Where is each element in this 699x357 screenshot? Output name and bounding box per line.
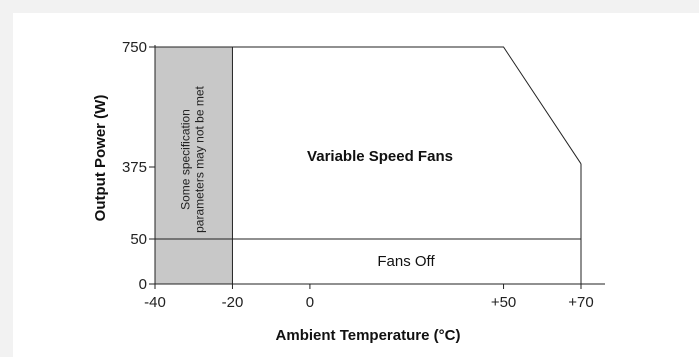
x-axis-title: Ambient Temperature (°C)	[276, 327, 461, 344]
chart-card: Some specification parameters may not be…	[13, 13, 699, 357]
fans-off-label: Fans Off	[377, 253, 435, 270]
shaded-region-label-line2: parameters may not be met	[193, 85, 207, 232]
x-tick-label: 0	[306, 294, 314, 311]
x-tick-label: -40	[144, 294, 166, 311]
variable-speed-fans-label: Variable Speed Fans	[307, 148, 453, 165]
derating-chart: Some specification parameters may not be…	[92, 39, 605, 344]
shaded-region	[155, 47, 233, 284]
shaded-region-label-line1: Some specification	[179, 109, 193, 210]
x-tick-label: -20	[222, 294, 244, 311]
x-tick-label: +50	[491, 294, 516, 311]
x-tick-label: +70	[568, 294, 593, 311]
y-tick-label: 375	[122, 159, 147, 176]
y-tick-label: 0	[139, 276, 147, 293]
y-axis-title: Output Power (W)	[92, 95, 109, 222]
derating-curve	[155, 46, 582, 165]
y-tick-label: 50	[130, 231, 147, 248]
y-tick-label: 750	[122, 39, 147, 56]
